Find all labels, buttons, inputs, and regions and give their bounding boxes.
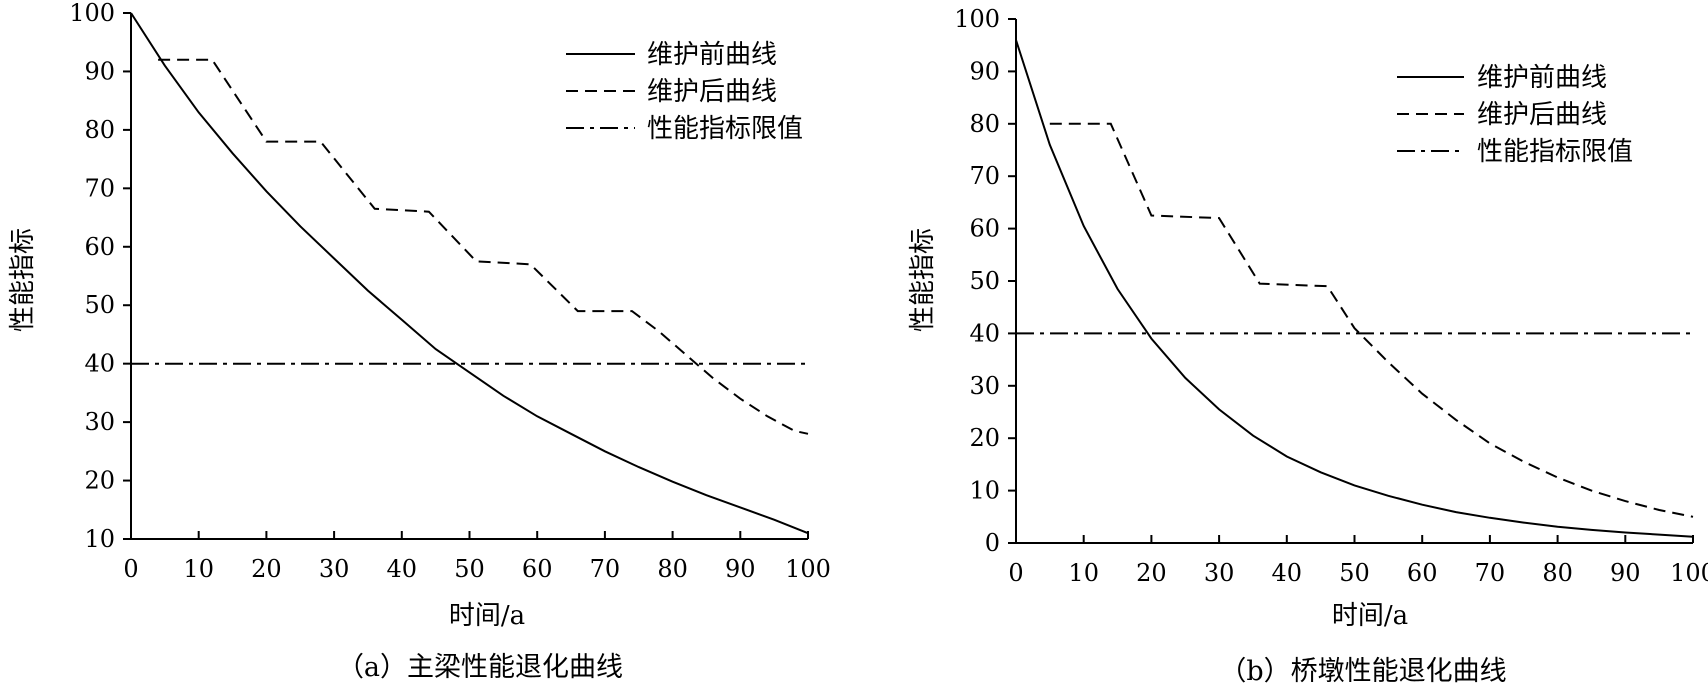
chart-a-y-tick-label: 40	[84, 350, 115, 378]
chart-a-y-tick-label: 70	[84, 174, 115, 202]
chart-a-legend-label: 维护前曲线	[647, 40, 777, 70]
chart-a-x-tick-label: 60	[522, 555, 553, 583]
chart-b-y-tick-label: 90	[969, 57, 1000, 85]
chart-b-y-tick-label: 0	[985, 529, 1000, 557]
chart-b-y-axis-label: 性能指标	[908, 228, 938, 332]
chart-a-y-axis-label: 性能指标	[8, 228, 38, 332]
chart-a-y-tick-label: 50	[84, 291, 115, 319]
chart-b-series-solid	[1015, 39, 1694, 538]
chart-b-legend-label: 维护前曲线	[1477, 63, 1607, 93]
chart-b-y-tick-label: 70	[969, 162, 1000, 190]
chart-a-y-tick-label: 60	[84, 233, 115, 261]
chart-a-series-solid	[130, 12, 809, 535]
chart-b-legend-label: 维护后曲线	[1477, 100, 1607, 130]
chart-a-x-tick-label: 80	[657, 555, 688, 583]
chart-a-y-tick-label: 100	[69, 0, 115, 27]
chart-a-x-tick-label: 100	[785, 555, 831, 583]
chart-b-y-tick-label: 10	[969, 477, 1000, 505]
chart-a-series-dashed	[158, 58, 809, 435]
chart-a-y-tick-label: 10	[84, 525, 115, 553]
chart-b-x-tick-label: 90	[1610, 559, 1641, 587]
chart-a-x-tick-label: 20	[251, 555, 282, 583]
chart-b-bridge-pier: 0 10 20 30 40 50 60 70 80 90 100 0 10 20 30 40 50 60 70 80 9…	[908, 5, 1708, 687]
chart-a-x-tick-label: 70	[590, 555, 621, 583]
chart-b-y-tick-label: 20	[969, 424, 1000, 452]
chart-b-x-axis-label: 时间/a	[1332, 601, 1408, 631]
chart-b-x-tick-label: 60	[1407, 559, 1438, 587]
chart-b-x-tick-label: 100	[1670, 559, 1708, 587]
chart-a-x-tick-label: 10	[183, 555, 214, 583]
chart-b-x-tick-label: 70	[1475, 559, 1506, 587]
chart-b-y-tick-label: 30	[969, 372, 1000, 400]
chart-b-x-tick-label: 10	[1068, 559, 1099, 587]
chart-b-y-tick-label: 40	[969, 319, 1000, 347]
chart-a-legend-label: 维护后曲线	[647, 77, 777, 107]
chart-a-x-tick-label: 30	[319, 555, 350, 583]
chart-b-caption: （b）桥墩性能退化曲线	[1219, 656, 1506, 687]
chart-b-x-tick-label: 40	[1272, 559, 1303, 587]
chart-b-x-tick-label: 20	[1136, 559, 1167, 587]
chart-a-y-tick-label: 90	[84, 57, 115, 85]
chart-b-x-tick-label: 0	[1008, 559, 1023, 587]
chart-b-y-tick-label: 80	[969, 110, 1000, 138]
chart-b-series-dashed	[1049, 122, 1694, 518]
chart-a-y-tick-label: 80	[84, 116, 115, 144]
chart-a-x-tick-label: 0	[123, 555, 138, 583]
chart-b-x-tick-label: 80	[1542, 559, 1573, 587]
chart-b-x-tick-label: 50	[1339, 559, 1370, 587]
chart-a-x-tick-label: 90	[725, 555, 756, 583]
chart-a-x-tick-label: 40	[387, 555, 418, 583]
chart-a-legend-label: 性能指标限值	[647, 114, 803, 144]
chart-b-y-tick-label: 50	[969, 267, 1000, 295]
chart-a-caption: （a）主梁性能退化曲线	[337, 652, 623, 683]
chart-a-y-tick-label: 30	[84, 408, 115, 436]
chart-b-x-tick-label: 30	[1204, 559, 1235, 587]
chart-a-main-beam: 10 20 30 40 50 60 70 80 90 100 0 10 20 30 40 50 60 70 80 90…	[8, 0, 831, 683]
chart-b-y-tick-label: 100	[954, 5, 1000, 33]
chart-a-y-tick-label: 20	[84, 467, 115, 495]
chart-a-x-tick-label: 50	[454, 555, 485, 583]
chart-b-y-tick-label: 60	[969, 215, 1000, 243]
chart-a-x-axis-label: 时间/a	[449, 601, 525, 631]
chart-b-legend-label: 性能指标限值	[1477, 137, 1633, 167]
